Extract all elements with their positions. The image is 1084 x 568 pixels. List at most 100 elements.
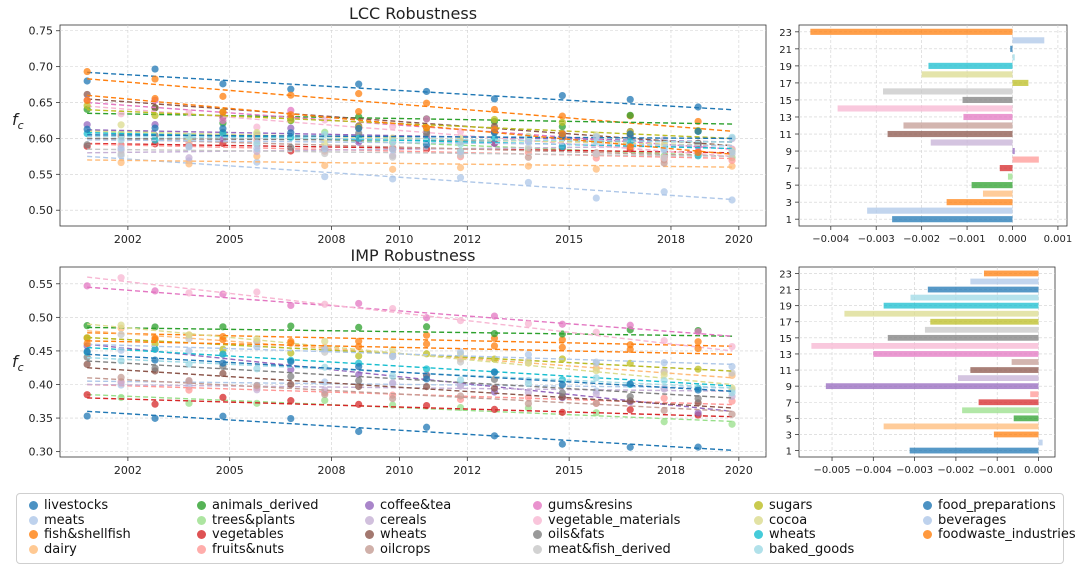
slope-bar	[909, 447, 1039, 454]
data-point	[287, 111, 295, 119]
data-point	[422, 124, 431, 132]
x-tick-label: 2020	[725, 233, 753, 246]
data-point	[694, 148, 702, 157]
data-point	[592, 328, 600, 336]
data-point	[456, 174, 465, 182]
x-tick-label: 0.000	[998, 234, 1027, 245]
data-point	[83, 102, 91, 110]
legend-label: beverages	[938, 512, 1007, 528]
data-point	[83, 322, 91, 330]
data-point	[253, 335, 261, 343]
y-tick-label: 13	[779, 113, 792, 124]
x-tick-label: 2012	[453, 464, 481, 477]
legend-marker	[365, 515, 374, 525]
y-tick-label: 0.40	[29, 378, 54, 391]
trend-line	[87, 109, 733, 140]
data-point	[151, 323, 159, 331]
legend-marker	[754, 530, 763, 539]
slope-bar	[927, 286, 1039, 293]
data-point	[151, 75, 159, 83]
y-tick-label: 0.55	[29, 278, 54, 291]
trend-line	[87, 276, 733, 352]
data-point	[389, 394, 397, 403]
legend-item: oils&fats	[533, 528, 605, 542]
legend-label: food_preparations	[938, 498, 1056, 513]
legend-marker	[533, 544, 542, 554]
slope-bar	[946, 199, 1013, 206]
slope-bar	[999, 165, 1013, 172]
data-point	[185, 331, 193, 339]
legend-label: baked_goods	[769, 541, 855, 557]
trend-line	[87, 142, 733, 154]
y-tick-label: 0.30	[29, 446, 54, 459]
slope-bar	[892, 216, 1013, 223]
data-point	[321, 139, 329, 147]
data-point	[524, 351, 533, 359]
legend-item: trees&plants	[197, 513, 295, 528]
data-point	[219, 80, 227, 88]
data-point	[83, 347, 91, 355]
y-tick-label: 17	[779, 79, 792, 90]
data-point	[524, 162, 533, 170]
legend-item: foodwaste_industries	[923, 528, 1076, 542]
data-point	[728, 196, 736, 204]
data-point	[592, 165, 600, 173]
legend-item: cocoa	[754, 513, 807, 528]
data-point	[524, 143, 533, 152]
data-point	[558, 320, 566, 328]
legend-marker	[754, 515, 763, 525]
slope-bar	[837, 105, 1013, 112]
data-point	[355, 80, 363, 88]
data-point	[117, 121, 125, 129]
data-point	[355, 363, 363, 371]
trend-line	[87, 148, 733, 158]
trend-line	[87, 134, 733, 140]
legend-marker	[365, 501, 374, 510]
data-point	[321, 116, 329, 124]
data-point	[490, 368, 499, 376]
data-point	[524, 400, 533, 408]
data-point	[422, 423, 431, 431]
legend-marker	[923, 515, 932, 525]
slope-bar	[1011, 359, 1039, 365]
slope-bar	[982, 190, 1013, 197]
data-point	[355, 299, 363, 308]
data-point	[287, 85, 295, 93]
legend-label: fish&shellfish	[44, 527, 131, 542]
data-point	[185, 289, 193, 297]
data-point	[592, 194, 600, 202]
legend-label: gums&resins	[548, 498, 633, 513]
legend-item: gums&resins	[533, 499, 633, 513]
data-point	[422, 340, 431, 348]
data-point	[117, 330, 125, 339]
legend-item: baked_goods	[754, 541, 855, 557]
data-point	[219, 92, 227, 100]
trend-line	[87, 343, 733, 366]
data-point	[355, 337, 363, 345]
data-point	[456, 376, 465, 384]
slope-bar	[983, 270, 1039, 277]
x-tick-label: −0.002	[903, 234, 940, 245]
slope-bar	[825, 383, 1039, 390]
data-point	[253, 144, 261, 153]
x-tick-label: 2018	[657, 233, 685, 246]
slope-bar	[883, 88, 1013, 95]
data-point	[83, 412, 91, 420]
legend-marker	[365, 530, 374, 539]
y-tick-label: 15	[779, 96, 792, 107]
data-point	[728, 410, 736, 418]
data-point	[524, 178, 533, 187]
trend-line	[87, 130, 733, 147]
data-point	[728, 389, 736, 397]
y-tick-label: 0.45	[29, 345, 54, 358]
data-point	[253, 123, 261, 131]
slope-bar	[903, 122, 1013, 129]
trend-line	[87, 377, 733, 413]
data-point	[558, 381, 566, 389]
slope-bar	[844, 310, 1039, 317]
data-point	[83, 141, 91, 149]
data-point	[626, 443, 634, 451]
y-tick-label: 0.60	[29, 132, 54, 145]
data-point	[626, 95, 634, 104]
imp-bar-axes-frame	[798, 266, 1056, 458]
